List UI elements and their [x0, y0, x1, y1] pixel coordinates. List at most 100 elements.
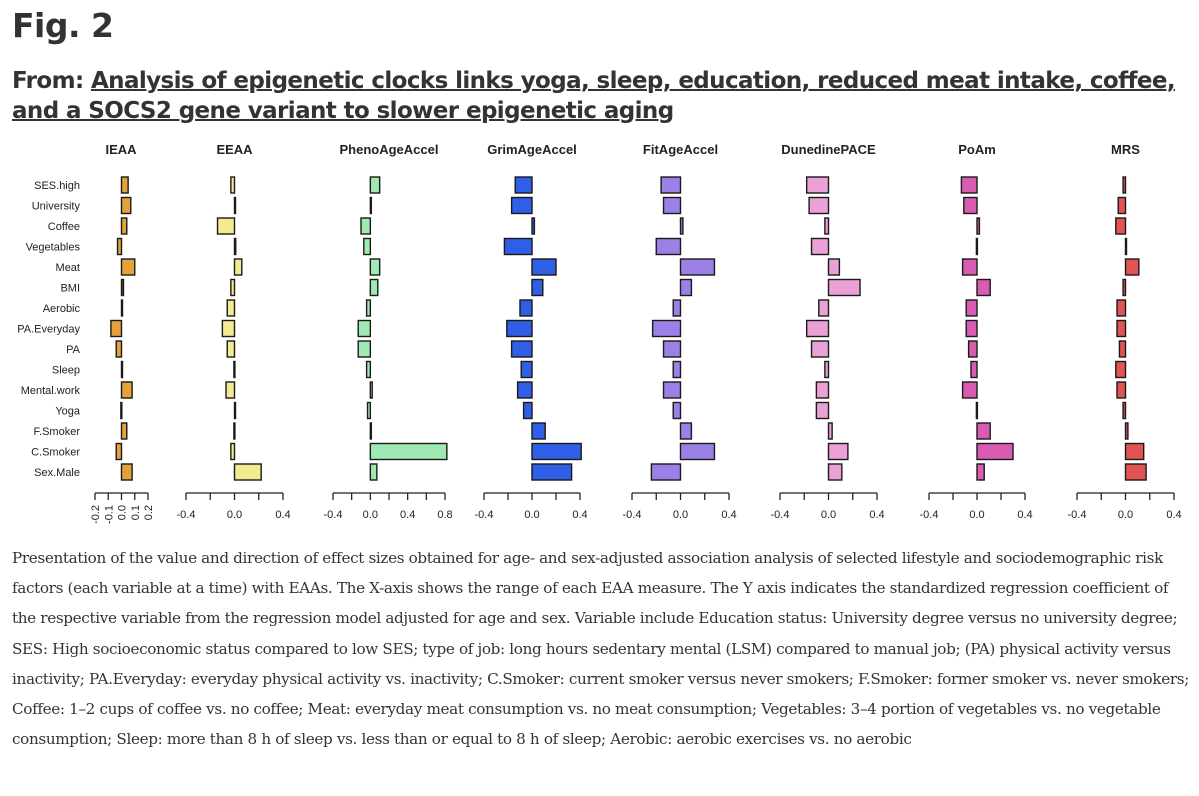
bar [115, 340, 123, 358]
x-tick-label: -0.1 [103, 505, 115, 524]
bar [366, 401, 372, 420]
bar [226, 299, 236, 317]
bar [531, 442, 582, 461]
bar [827, 422, 833, 440]
x-tick-label: 0.8 [437, 509, 452, 521]
category-label: Yoga [55, 406, 81, 418]
bar [120, 381, 133, 399]
bar [522, 401, 533, 420]
bar [369, 258, 381, 276]
bar [519, 299, 533, 317]
x-tick-label: 0.4 [572, 509, 587, 521]
bar [120, 463, 133, 481]
bar [672, 299, 682, 317]
bar [824, 217, 830, 235]
category-label: C.Smoker [31, 447, 80, 459]
x-tick-label: 0.0 [363, 509, 378, 521]
bar [672, 360, 682, 379]
bar [531, 422, 546, 440]
bar [1116, 299, 1127, 317]
bar [810, 237, 830, 256]
bar [1117, 196, 1127, 215]
bar [369, 381, 373, 399]
x-tick-label: 0.1 [130, 505, 142, 520]
bar [679, 258, 716, 276]
bar [1115, 360, 1127, 379]
bar [1124, 463, 1147, 481]
bar [116, 237, 123, 256]
category-label: Coffee [48, 221, 80, 233]
bar [115, 442, 123, 461]
bar [662, 381, 682, 399]
bar [976, 442, 1014, 461]
bar [369, 463, 378, 481]
bar [815, 401, 830, 420]
bar [975, 237, 979, 256]
article-title-link[interactable]: Analysis of epigenetic clocks links yoga… [12, 68, 1176, 124]
panel-title: MRS [1111, 142, 1140, 157]
x-tick-label: 0.4 [1166, 509, 1181, 521]
panel-title: IEAA [105, 142, 137, 157]
bar [815, 381, 830, 399]
bar [230, 278, 236, 297]
panel-title: FitAgeAccel [643, 142, 718, 157]
bar [516, 381, 533, 399]
category-label: Sex.Male [34, 467, 80, 479]
panel-title: DunedinePACE [781, 142, 876, 157]
bar [369, 176, 381, 194]
category-label: SES.high [34, 180, 80, 192]
bar [531, 258, 557, 276]
source-article-heading: From: Analysis of epigenetic clocks link… [12, 66, 1192, 126]
bar [650, 463, 682, 481]
bar [808, 196, 830, 215]
bar [233, 463, 262, 481]
panel-title: EEAA [216, 142, 253, 157]
x-tick-label: -0.4 [475, 509, 494, 521]
figure-caption: Presentation of the value and direction … [12, 549, 1189, 749]
bar [365, 299, 372, 317]
from-prefix: From: [12, 68, 91, 94]
x-tick-label: 0.0 [117, 505, 129, 520]
bar [963, 196, 978, 215]
bar [660, 176, 682, 194]
epigenetic-clock-bar-chart: SES.high University Coffee Vegetables Meat BM… [17, 142, 1181, 524]
bar [120, 401, 123, 420]
bar [226, 340, 236, 358]
bar [805, 176, 830, 194]
bar [679, 442, 716, 461]
bar [1122, 176, 1127, 194]
category-label: Meat [56, 262, 80, 274]
bar [369, 278, 379, 297]
bar [976, 278, 991, 297]
bar [960, 176, 978, 194]
bar [679, 422, 693, 440]
bar [1124, 422, 1129, 440]
bar [531, 217, 536, 235]
bar [357, 340, 372, 358]
bar [1118, 340, 1127, 358]
bar [679, 217, 684, 235]
x-tick-label: 0.0 [673, 509, 688, 521]
bar [662, 196, 682, 215]
category-label: PA.Everyday [17, 324, 80, 336]
bar [961, 381, 978, 399]
x-tick-label: 0.4 [1017, 509, 1032, 521]
bar [976, 422, 991, 440]
bar [221, 319, 236, 338]
x-tick-label: 0.0 [1118, 509, 1133, 521]
bar [120, 217, 128, 235]
category-label: Vegetables [26, 242, 81, 254]
bar [827, 258, 841, 276]
panel-title: GrimAgeAccel [487, 142, 577, 157]
category-label: BMI [60, 283, 80, 295]
bar [961, 258, 978, 276]
category-label: F.Smoker [34, 426, 81, 438]
bar [1116, 381, 1127, 399]
bar [824, 360, 830, 379]
category-label: Mental.work [21, 385, 81, 397]
x-tick-label: 0.4 [869, 509, 884, 521]
bar [369, 422, 373, 440]
bar [672, 401, 682, 420]
bar [233, 401, 237, 420]
x-tick-label: 0.4 [275, 509, 290, 521]
